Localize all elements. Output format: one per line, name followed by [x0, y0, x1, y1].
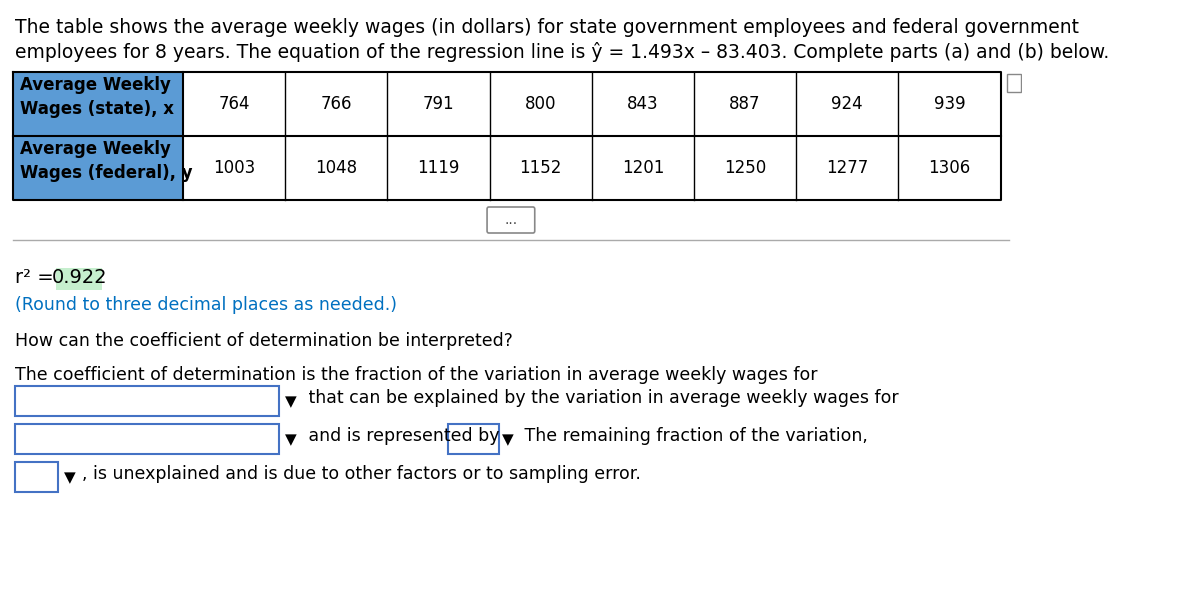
Text: ▼: ▼ — [64, 471, 76, 485]
Bar — [16, 462, 58, 492]
Text: The remaining fraction of the variation,: The remaining fraction of the variation, — [520, 427, 869, 445]
Text: ▼: ▼ — [286, 394, 298, 410]
Text: 1048: 1048 — [316, 159, 358, 177]
Text: The coefficient of determination is the fraction of the variation in average wee: The coefficient of determination is the … — [16, 366, 818, 384]
Text: ▼: ▼ — [502, 432, 514, 447]
Text: that can be explained by the variation in average weekly wages for: that can be explained by the variation i… — [304, 389, 899, 407]
Text: 1250: 1250 — [724, 159, 766, 177]
Text: r² =: r² = — [16, 268, 60, 287]
Bar — [16, 424, 280, 454]
Text: employees for 8 years. The equation of the regression line is ŷ = 1.493x – 83.40: employees for 8 years. The equation of t… — [16, 42, 1110, 62]
Text: 939: 939 — [934, 95, 965, 113]
Text: ▼: ▼ — [286, 432, 298, 447]
Text: 764: 764 — [218, 95, 250, 113]
Text: 1306: 1306 — [929, 159, 971, 177]
Text: 1003: 1003 — [214, 159, 256, 177]
Text: 1277: 1277 — [826, 159, 869, 177]
Bar — [1007, 74, 1021, 92]
Text: 887: 887 — [730, 95, 761, 113]
Text: 843: 843 — [628, 95, 659, 113]
Text: Average Weekly
Wages (state), x: Average Weekly Wages (state), x — [19, 76, 174, 118]
Text: Average Weekly
Wages (federal), y: Average Weekly Wages (federal), y — [19, 140, 192, 182]
Bar — [13, 72, 184, 136]
Bar — [13, 136, 184, 200]
Text: 791: 791 — [422, 95, 455, 113]
Text: ...: ... — [504, 213, 517, 227]
Text: 1152: 1152 — [520, 159, 562, 177]
FancyBboxPatch shape — [487, 207, 535, 233]
Text: The table shows the average weekly wages (in dollars) for state government emplo: The table shows the average weekly wages… — [16, 18, 1079, 37]
Text: 1201: 1201 — [622, 159, 664, 177]
Text: 0.922: 0.922 — [52, 268, 107, 287]
Text: , is unexplained and is due to other factors or to sampling error.: , is unexplained and is due to other fac… — [82, 465, 641, 483]
Bar — [16, 386, 280, 416]
Bar — [56, 268, 102, 290]
Text: (Round to three decimal places as needed.): (Round to three decimal places as needed… — [16, 296, 397, 314]
Text: 1119: 1119 — [418, 159, 460, 177]
Text: and is represented by: and is represented by — [304, 427, 499, 445]
Text: 800: 800 — [524, 95, 557, 113]
Text: 924: 924 — [832, 95, 863, 113]
Text: How can the coefficient of determination be interpreted?: How can the coefficient of determination… — [16, 332, 514, 350]
Text: 766: 766 — [320, 95, 352, 113]
Bar — [448, 424, 499, 454]
